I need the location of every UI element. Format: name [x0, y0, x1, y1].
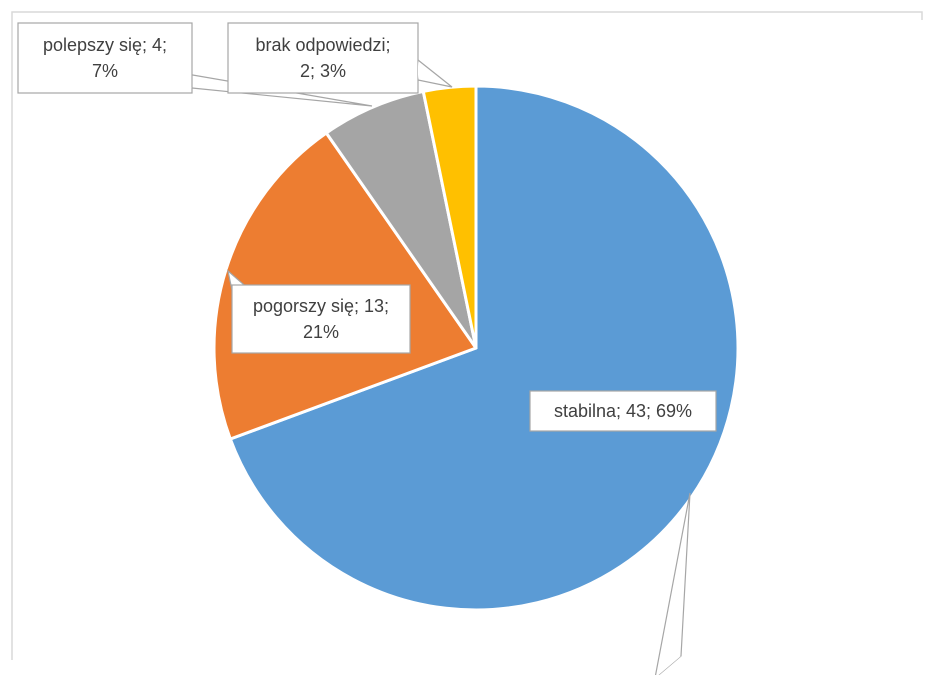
data-label-pogorszy-si: pogorszy się; 13; 21%: [227, 269, 411, 354]
label-pointer-seam: [152, 68, 192, 88]
pie-slice-stabilna: [228, 84, 740, 612]
data-label-text: polepszy się; 4;: [43, 35, 167, 55]
data-label-text: 2; 3%: [300, 61, 346, 81]
data-label-text: stabilna; 43; 69%: [554, 401, 692, 421]
chart-frame: [11, 11, 923, 660]
data-label-text: 21%: [303, 322, 339, 342]
data-labels: stabilna; 43; 69% pogorszy się; 13; 21% pol…: [17, 22, 717, 675]
data-label-text: brak odpowiedzi;: [255, 35, 390, 55]
label-pointer-seam: [232, 289, 250, 290]
pie-slices: [212, 84, 740, 612]
pie-slice-brak-odpowiedzi: [421, 84, 478, 350]
label-box: [529, 390, 717, 432]
data-label-text: pogorszy się; 13;: [253, 296, 389, 316]
label-box: [231, 284, 411, 354]
data-label-stabilna: stabilna; 43; 69%: [529, 390, 717, 675]
label-pointer-seam: [657, 656, 681, 675]
label-box: [227, 22, 419, 94]
label-box: [17, 22, 193, 94]
data-label-text: 7%: [92, 61, 118, 81]
label-pointer: [417, 58, 453, 88]
label-pointer-seam: [418, 60, 420, 80]
data-label-brak-odpowiedzi: brak odpowiedzi; 2; 3%: [227, 22, 453, 94]
